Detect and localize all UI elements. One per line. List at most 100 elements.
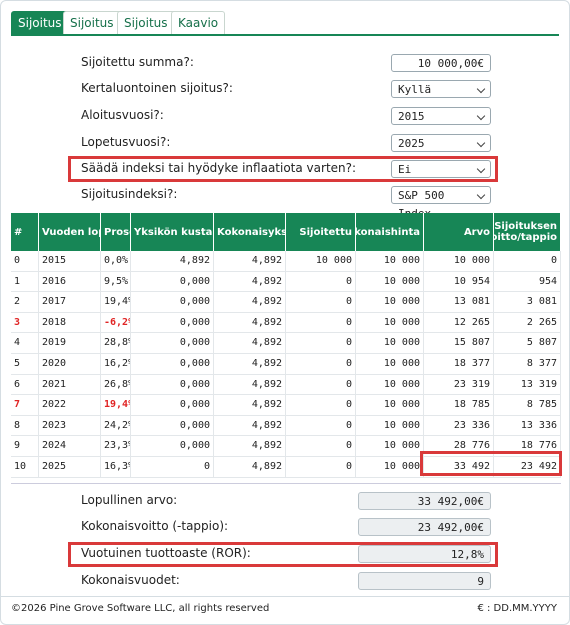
table-cell: 2023 [39, 415, 101, 437]
table-cell: 3 081 [494, 292, 561, 313]
table-cell: 10 954 [424, 271, 494, 293]
highlight-box [68, 542, 498, 567]
table-cell: 2 [11, 292, 39, 313]
table-cell: 2024 [39, 436, 101, 457]
table-cell: 4,892 [131, 251, 214, 272]
summary-label: Kokonaisvuodet: [81, 573, 180, 587]
table-cell: 2020 [39, 354, 101, 375]
table-cell: 12 265 [424, 312, 494, 334]
table-cell: 19,4% [101, 292, 131, 313]
table-cell: 4,892 [214, 374, 286, 396]
table-cell: 23 319 [424, 374, 494, 396]
select[interactable]: 2015 [391, 107, 491, 125]
column-header: Vuoden loppu [39, 213, 101, 251]
table-cell: 4,892 [214, 457, 286, 478]
column-header: # [11, 213, 39, 251]
table-cell: 13 336 [494, 415, 561, 437]
table-cell: 9,5% [101, 271, 131, 293]
table-cell: 16,2% [101, 354, 131, 375]
table-cell: 2015 [39, 251, 101, 272]
table-cell: 2022 [39, 395, 101, 416]
table-cell: 2017 [39, 292, 101, 313]
field-label: Aloitusvuosi?: [81, 108, 164, 122]
table-cell: -6,2% [101, 312, 131, 334]
copyright: ©2026 Pine Grove Software LLC, all right… [11, 603, 270, 614]
column-header: Sijoitettu [286, 213, 356, 251]
table-cell: 0,000 [131, 292, 214, 313]
table-cell: 0,000 [131, 415, 214, 437]
select[interactable]: Kyllä [391, 80, 491, 98]
table-cell: 28 776 [424, 436, 494, 457]
select[interactable]: Ei [391, 160, 491, 178]
readonly-field: 23 492,00€ [358, 518, 491, 536]
table-cell: 0 [286, 354, 356, 375]
table-cell: 8 377 [494, 354, 561, 375]
column-header: Kokonaishinta [356, 213, 424, 251]
column-header: Kokonaisyksiköt [214, 213, 286, 251]
table-cell: 0,000 [131, 354, 214, 375]
table-cell: 0,0% [101, 251, 131, 272]
table-cell: 18 776 [494, 436, 561, 457]
table-cell: 10 000 [356, 415, 424, 437]
readonly-field: 9 [358, 572, 491, 590]
table-cell: 2016 [39, 271, 101, 293]
summary-label: Vuotuinen tuottoaste (ROR): [81, 546, 251, 560]
summary-label: Lopullinen arvo: [81, 493, 178, 507]
table-cell: 5 807 [494, 333, 561, 354]
table-cell: 0 [286, 415, 356, 437]
column-header: Arvo [424, 213, 494, 251]
table-cell: 10 000 [356, 333, 424, 354]
table-cell: 24,2% [101, 415, 131, 437]
table-cell: 0,000 [131, 312, 214, 334]
table-cell: 4,892 [214, 333, 286, 354]
table-cell: 10 000 [356, 457, 424, 478]
table-cell: 0 [11, 251, 39, 272]
table-cell: 4,892 [214, 436, 286, 457]
table-cell: 0 [286, 312, 356, 334]
table-cell: 10 000 [356, 251, 424, 272]
table-cell: 23,3% [101, 436, 131, 457]
table-cell: 0 [286, 457, 356, 478]
table-cell: 0 [131, 457, 214, 478]
table-cell: 10 000 [356, 374, 424, 396]
highlight-box [420, 451, 562, 476]
table-cell: 10 000 [286, 251, 356, 272]
column-header: Yksikön kustannus [131, 213, 214, 251]
field-label: Kertaluontoinen sijoitus?: [81, 81, 233, 95]
table-cell: 4,892 [214, 312, 286, 334]
table-cell: 0 [286, 395, 356, 416]
table-cell: 954 [494, 271, 561, 293]
table-cell: 0 [286, 271, 356, 293]
select[interactable]: S&P 500 Index [391, 186, 491, 220]
table-cell: 2 265 [494, 312, 561, 334]
table-cell: 10 000 [356, 436, 424, 457]
field-label: Sijoitusindeksi?: [81, 187, 178, 201]
readonly-field: 12,8% [358, 545, 491, 563]
column-header: Sijoituksen voitto/tappio [494, 213, 561, 251]
table-cell: 4,892 [214, 415, 286, 437]
table-cell: 13 319 [494, 374, 561, 396]
table-cell: 10 000 [356, 292, 424, 313]
table-cell: 10 000 [424, 251, 494, 272]
table-cell: 9 [11, 436, 39, 457]
text-input[interactable]: 10 000,00€ [391, 54, 491, 72]
table-cell: 5 [11, 354, 39, 375]
table-cell: 4 [11, 333, 39, 354]
tab[interactable]: Kaavio [171, 11, 226, 35]
table-cell: 16,3% [101, 457, 131, 478]
table-cell: 2019 [39, 333, 101, 354]
footer-divider [1, 596, 569, 597]
table-cell: 10 [11, 457, 39, 478]
field-label: Lopetusvuosi?: [81, 135, 171, 149]
date-format: € : DD.MM.YYYY [477, 603, 557, 614]
table-cell: 10 000 [356, 395, 424, 416]
table-cell: 0,000 [131, 436, 214, 457]
field-label: Säädä indeksi tai hyödyke inflaatiota va… [81, 161, 357, 175]
table-cell: 0 [286, 292, 356, 313]
table-cell: 10 000 [356, 312, 424, 334]
table-cell: 10 000 [356, 354, 424, 375]
select[interactable]: 2025 [391, 134, 491, 152]
table-cell: 6 [11, 374, 39, 396]
table-cell: 8 785 [494, 395, 561, 416]
table-cell: 19,4% [101, 395, 131, 416]
